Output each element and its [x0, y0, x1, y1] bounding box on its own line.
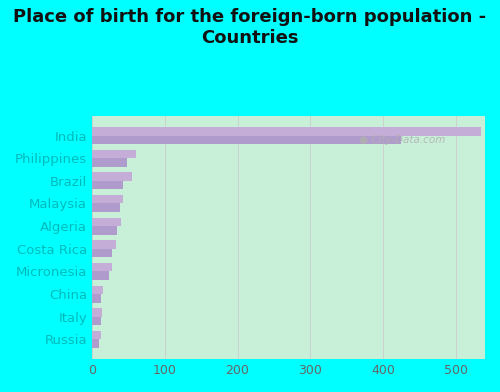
Bar	[92, 172, 132, 181]
Bar	[92, 317, 100, 325]
Bar	[92, 272, 110, 280]
Text: Place of birth for the foreign-born population -
Countries: Place of birth for the foreign-born popu…	[14, 8, 486, 47]
Bar	[92, 240, 116, 249]
Bar	[92, 181, 122, 189]
Bar	[92, 339, 100, 348]
Bar	[92, 127, 481, 136]
Bar	[92, 218, 121, 226]
Text: ● City-Data.com: ● City-Data.com	[359, 135, 446, 145]
Bar	[92, 294, 102, 303]
Bar	[92, 285, 103, 294]
Bar	[92, 263, 112, 272]
Bar	[92, 136, 402, 144]
Bar	[92, 203, 120, 212]
Bar	[92, 331, 100, 339]
Bar	[92, 308, 102, 317]
Bar	[92, 158, 127, 167]
Bar	[92, 249, 112, 258]
Bar	[92, 150, 136, 158]
Bar	[92, 226, 116, 235]
Bar	[92, 195, 122, 203]
